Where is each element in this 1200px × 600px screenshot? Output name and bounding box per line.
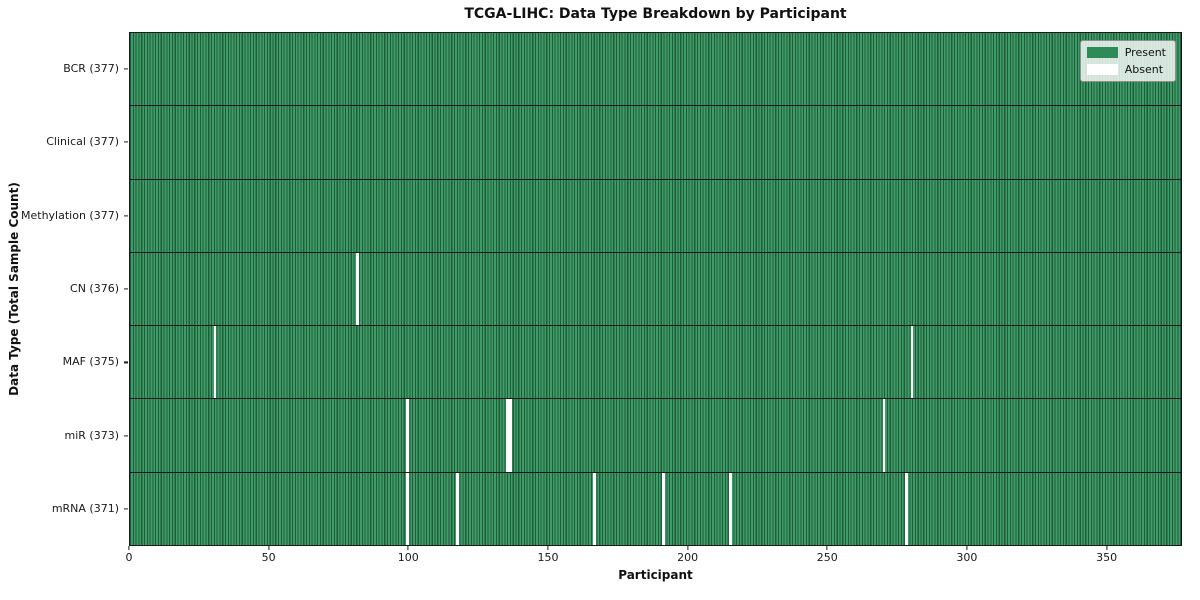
heatmap-row-mir: [130, 399, 1181, 473]
y-tick-label: CN (376): [70, 282, 119, 295]
x-tick-label: 350: [1096, 551, 1118, 564]
x-tick-mark: [407, 546, 409, 550]
y-tick-label: miR (373): [64, 428, 120, 442]
x-tick-mark: [268, 546, 270, 550]
absent-marker: [213, 326, 217, 399]
legend-swatch-absent: [1086, 64, 1118, 75]
absent-marker: [506, 399, 510, 472]
x-tick-label: 50: [261, 551, 276, 564]
y-tick-mark: [124, 141, 128, 143]
x-tick-mark: [826, 546, 828, 550]
y-axis: BCR (377) Clinical (377) Methylation (377)…: [0, 32, 129, 546]
x-tick-label: 250: [816, 551, 838, 564]
y-tick-label: BCR (377): [63, 61, 119, 75]
heatmap-row-mrna: [130, 472, 1181, 545]
legend-swatch-present: [1086, 47, 1118, 58]
absent-marker: [592, 472, 596, 545]
y-tick-mark: [124, 435, 128, 437]
y-tick-mark: [124, 68, 128, 70]
absent-marker: [910, 326, 914, 399]
absent-marker: [405, 399, 409, 472]
x-tick-label: 200: [677, 551, 699, 564]
absent-marker: [355, 252, 359, 326]
y-tick-mark: [124, 361, 128, 364]
x-tick-label: 0: [125, 551, 133, 564]
absent-marker: [882, 399, 886, 472]
x-tick-mark: [966, 546, 968, 550]
y-tick-label: MAF (375): [62, 355, 119, 369]
x-tick-mark: [687, 546, 689, 550]
x-tick-mark: [547, 546, 549, 550]
y-tick-mark: [124, 288, 128, 290]
heatmap-row-cn: [130, 252, 1181, 327]
absent-marker: [729, 472, 733, 545]
x-tick-mark: [128, 546, 130, 550]
absent-marker: [456, 472, 459, 545]
legend-entry-absent: Absent: [1086, 63, 1166, 76]
y-tick-label: Methylation (377): [21, 208, 119, 222]
x-tick-label: 100: [397, 551, 419, 564]
legend-label-present: Present: [1124, 46, 1166, 59]
legend: Present Absent: [1079, 40, 1176, 82]
plot-area: Present Absent: [129, 32, 1182, 546]
heatmap-row-methylation: [130, 179, 1181, 253]
legend-entry-present: Present: [1086, 46, 1166, 59]
x-tick-label: 150: [537, 551, 559, 564]
y-tick-label: Clinical (377): [46, 135, 119, 149]
y-tick-mark: [124, 508, 128, 510]
x-tick-label: 300: [956, 551, 978, 564]
legend-label-absent: Absent: [1124, 63, 1164, 76]
y-tick-mark: [124, 214, 128, 217]
heatmap-row-clinical: [130, 106, 1181, 180]
y-tick-label: mRNA (371): [51, 502, 119, 516]
absent-marker: [509, 399, 512, 472]
absent-marker: [905, 472, 908, 545]
y-axis-label: Data Type (Total Sample Count): [7, 182, 21, 396]
x-tick-mark: [1105, 546, 1108, 550]
x-axis: 0 50 100 150 200 250 300 350: [125, 546, 1182, 574]
absent-marker: [662, 472, 666, 545]
chart-title: TCGA-LIHC: Data Type Breakdown by Partic…: [464, 6, 847, 22]
absent-marker: [405, 472, 409, 545]
x-axis-label: Participant: [618, 568, 693, 582]
heatmap-row-maf: [130, 326, 1181, 400]
heatmap-row-bcr: [130, 33, 1181, 107]
